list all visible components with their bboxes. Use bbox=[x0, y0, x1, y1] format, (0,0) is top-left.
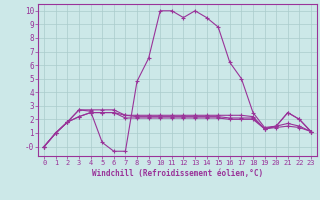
X-axis label: Windchill (Refroidissement éolien,°C): Windchill (Refroidissement éolien,°C) bbox=[92, 169, 263, 178]
